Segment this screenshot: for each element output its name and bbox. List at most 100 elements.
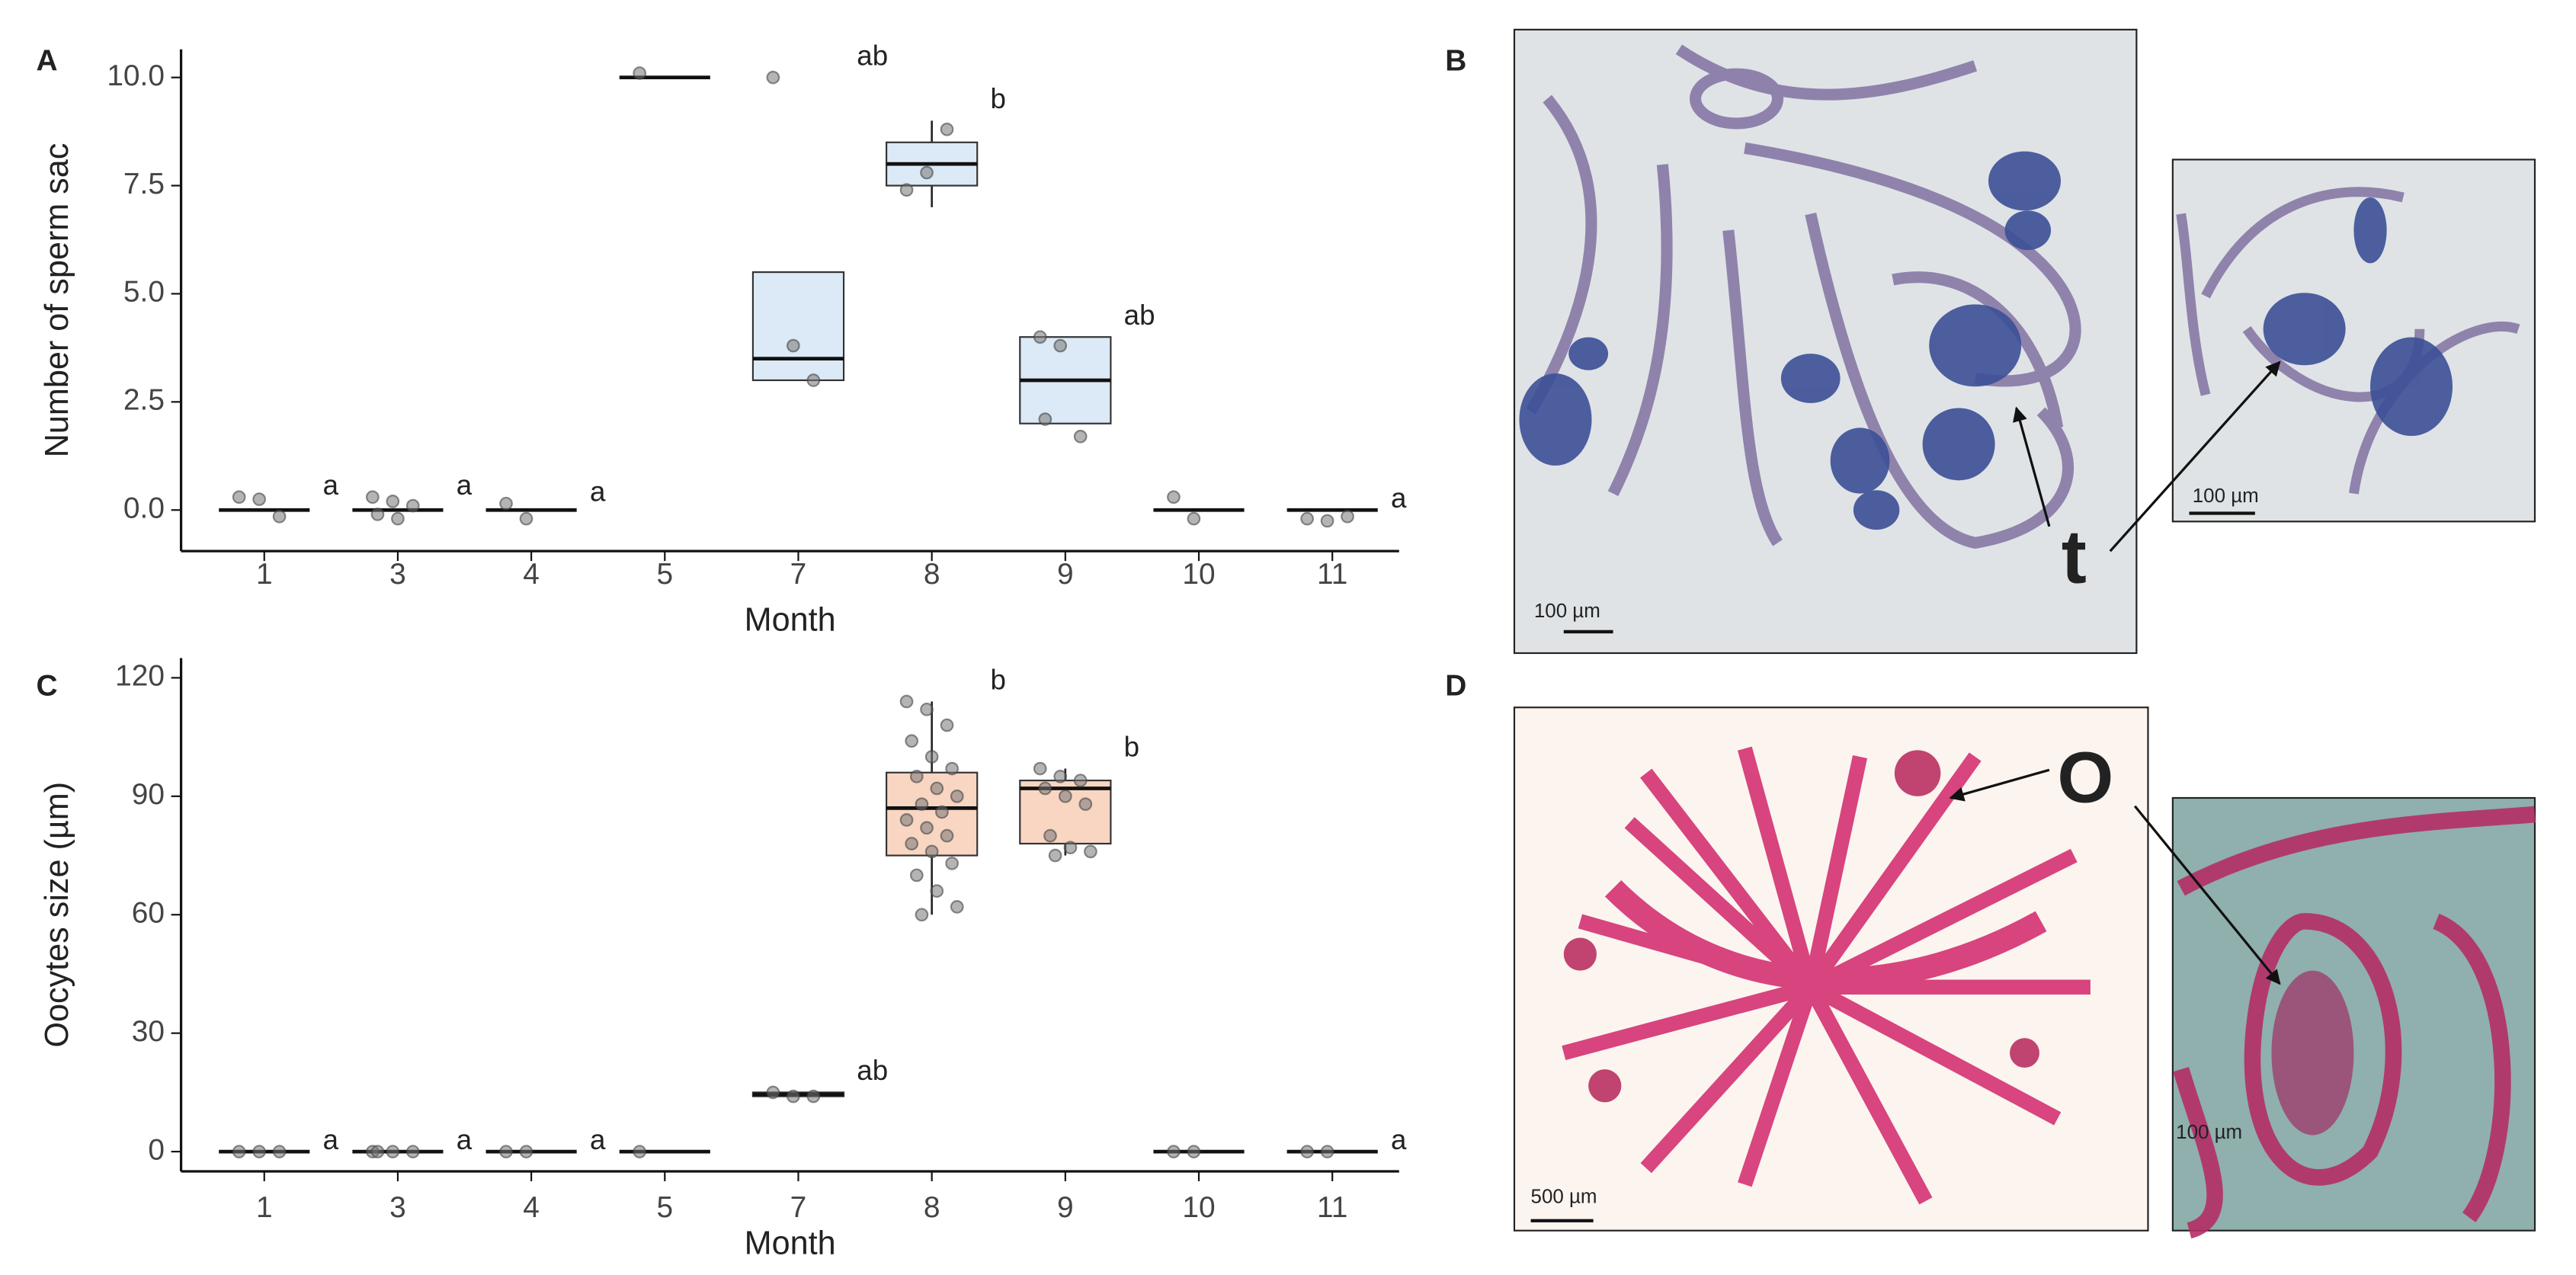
x-tick-label: 3 <box>389 558 406 591</box>
data-point <box>1187 511 1201 526</box>
data-point <box>272 1145 287 1158</box>
data-point <box>405 1145 420 1158</box>
y-tick-label: 120 <box>115 660 165 693</box>
x-tick-label: 4 <box>523 1191 540 1224</box>
data-point <box>272 509 287 524</box>
data-point <box>1073 774 1088 787</box>
data-point <box>935 805 949 819</box>
significance-letter: b <box>990 664 1005 695</box>
data-point <box>940 718 954 732</box>
x-tick-label: 4 <box>523 558 540 591</box>
data-point <box>766 70 780 85</box>
panel-label: C <box>37 670 58 703</box>
data-point <box>391 511 405 526</box>
data-point <box>1038 412 1053 426</box>
y-axis-title: Number of sperm sac <box>39 143 75 458</box>
data-point <box>365 490 380 505</box>
x-tick-label: 7 <box>790 1191 807 1224</box>
x-tick-label: 11 <box>1317 558 1347 591</box>
data-point <box>905 734 919 748</box>
y-tick-label: 30 <box>132 1015 165 1048</box>
data-point <box>950 900 964 914</box>
data-point <box>1320 1145 1334 1158</box>
significance-letter: a <box>457 469 473 501</box>
data-point <box>370 1145 385 1158</box>
significance-letter: a <box>1391 1124 1407 1155</box>
y-tick-label: 7.5 <box>123 168 165 200</box>
data-point <box>940 122 954 136</box>
x-tick-label: 11 <box>1317 1191 1347 1224</box>
scale-bar-label: 100 µm <box>1534 601 1600 622</box>
annotation: O <box>2057 738 2113 818</box>
data-point <box>909 868 924 883</box>
significance-letter: a <box>457 1124 473 1155</box>
data-point <box>915 797 929 812</box>
x-tick-label: 10 <box>1182 558 1215 591</box>
x-tick-label: 9 <box>1057 558 1074 591</box>
data-point <box>950 789 964 803</box>
significance-letter: ab <box>857 40 888 71</box>
x-tick-label: 5 <box>656 1191 673 1224</box>
data-point <box>945 761 959 776</box>
scale-bar-label: 500 µm <box>1531 1186 1597 1207</box>
y-tick-label: 5.0 <box>123 276 165 309</box>
significance-letter: ab <box>857 1055 888 1086</box>
x-tick-label: 3 <box>389 1191 406 1224</box>
data-point <box>909 770 924 783</box>
data-point <box>930 781 944 796</box>
micrograph-d <box>1513 706 2536 1239</box>
scale-bar-label: 100 µm <box>2176 1122 2242 1143</box>
y-tick-label: 0.0 <box>123 492 165 525</box>
x-tick-label: 10 <box>1182 1191 1215 1224</box>
data-point <box>766 1085 780 1100</box>
data-point <box>920 165 934 180</box>
y-tick-label: 90 <box>132 778 165 811</box>
significance-letter: a <box>323 1124 339 1155</box>
y-tick-label: 2.5 <box>123 384 165 417</box>
data-point <box>633 1145 647 1158</box>
data-point <box>806 1089 821 1104</box>
data-point <box>519 1145 533 1158</box>
annotation: t <box>2062 515 2087 600</box>
significance-letter: a <box>590 1124 606 1155</box>
data-point <box>1043 828 1057 843</box>
data-point <box>806 373 821 387</box>
x-axis-title: Month <box>745 601 836 638</box>
data-point <box>1167 1145 1181 1158</box>
data-point <box>924 750 939 764</box>
data-point <box>787 1089 800 1104</box>
significance-letter: ab <box>1124 300 1155 331</box>
data-point <box>915 908 929 922</box>
significance-letter: a <box>590 476 606 507</box>
x-tick-label: 9 <box>1057 1191 1074 1224</box>
data-point <box>1033 761 1047 776</box>
micrograph-b <box>1513 28 2536 655</box>
data-point <box>924 844 939 859</box>
data-point <box>499 496 513 511</box>
data-point <box>899 813 914 827</box>
data-point <box>1187 1145 1201 1158</box>
data-point <box>519 511 533 526</box>
panel-label: B <box>1445 44 1466 77</box>
data-point <box>940 828 954 843</box>
x-axis-title: Month <box>745 1225 836 1262</box>
x-tick-label: 8 <box>924 1191 940 1224</box>
data-point <box>899 183 914 197</box>
significance-letter: a <box>323 469 339 501</box>
significance-letter: b <box>1124 731 1139 762</box>
data-point <box>1063 841 1078 855</box>
scale-bar-label: 100 µm <box>2193 485 2259 507</box>
data-point <box>252 492 266 506</box>
data-point <box>899 694 914 709</box>
significance-letter: a <box>1391 482 1407 514</box>
data-point <box>1058 789 1072 803</box>
data-point <box>386 1145 400 1158</box>
data-point <box>252 1145 266 1158</box>
panel-label: D <box>1445 670 1466 703</box>
data-point <box>386 495 400 508</box>
data-point <box>405 498 420 513</box>
x-tick-label: 8 <box>924 558 940 591</box>
panel-label: A <box>37 44 58 77</box>
